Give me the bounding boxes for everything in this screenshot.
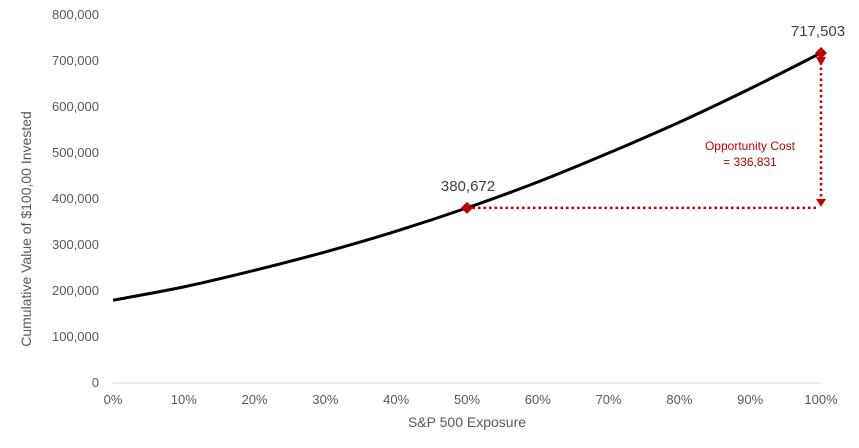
highlight-marker: [815, 46, 827, 59]
y-axis-ticks: 0 100,000 200,000 300,000 400,000 500,000 600,…: [52, 7, 99, 390]
highlight-label: 717,503: [791, 23, 845, 40]
highlight-markers: 380,672 717,503: [441, 23, 845, 214]
highlight-marker: [461, 201, 473, 214]
annotation-line-1: Opportunity Cost: [705, 139, 796, 153]
y-tick-label: 200,000: [52, 283, 99, 298]
x-axis-ticks: 0% 10% 20% 30% 40% 50% 60% 70% 80% 90% 100%: [104, 392, 838, 407]
x-tick-label: 60%: [525, 392, 551, 407]
y-tick-label: 600,000: [52, 99, 99, 114]
y-tick-label: 500,000: [52, 145, 99, 160]
x-tick-label: 30%: [312, 392, 338, 407]
x-tick-label: 20%: [242, 392, 268, 407]
x-tick-label: 70%: [596, 392, 622, 407]
y-axis-title: Cumulative Value of $100,00 Invested: [18, 111, 34, 347]
arrowhead-top: [816, 56, 826, 66]
x-tick-label: 50%: [454, 392, 480, 407]
x-tick-label: 100%: [804, 392, 838, 407]
y-tick-label: 300,000: [52, 237, 99, 252]
y-tick-label: 0: [92, 375, 99, 390]
y-tick-label: 800,000: [52, 7, 99, 22]
x-tick-label: 10%: [171, 392, 197, 407]
x-axis-title: S&P 500 Exposure: [408, 414, 526, 430]
x-tick-label: 80%: [666, 392, 692, 407]
arrowhead-bottom: [816, 198, 826, 207]
highlight-label: 380,672: [441, 178, 495, 195]
opportunity-cost-guides: [467, 56, 826, 210]
y-tick-label: 100,000: [52, 329, 99, 344]
y-tick-label: 700,000: [52, 53, 99, 68]
y-tick-label: 400,000: [52, 191, 99, 206]
x-tick-label: 40%: [383, 392, 409, 407]
x-tick-label: 90%: [737, 392, 763, 407]
annotation-line-2: = 336,831: [723, 155, 777, 169]
x-tick-label: 0%: [104, 392, 123, 407]
series-line: [112, 51, 822, 302]
